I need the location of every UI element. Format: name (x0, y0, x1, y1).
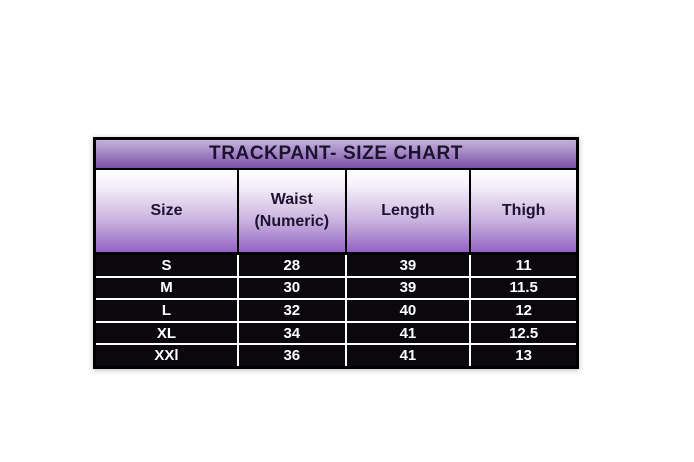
cell-waist: 36 (239, 345, 347, 366)
column-header-size: Size (96, 170, 240, 252)
cell-size: L (96, 300, 240, 321)
table-row: XXl 36 41 13 (96, 343, 576, 366)
column-header-thigh: Thigh (471, 170, 576, 252)
cell-waist: 30 (239, 277, 347, 299)
cell-waist: 32 (239, 300, 347, 321)
cell-thigh: 13 (471, 345, 576, 366)
column-header-waist: Waist (Numeric) (239, 170, 347, 252)
cell-length: 39 (346, 255, 472, 276)
table-row: M 30 39 11.5 (96, 275, 576, 299)
cell-size: XL (96, 322, 240, 344)
column-header-waist-line2: (Numeric) (254, 213, 330, 230)
table-title: TRACKPANT- SIZE CHART (96, 140, 576, 170)
cell-thigh: 11.5 (471, 277, 576, 299)
cell-waist: 28 (239, 255, 347, 276)
cell-size: M (96, 277, 240, 299)
cell-length: 41 (346, 322, 472, 344)
cell-length: 40 (346, 300, 472, 321)
cell-thigh: 12.5 (471, 322, 576, 344)
column-header-thigh-label: Thigh (501, 202, 546, 220)
column-header-size-label: Size (150, 202, 183, 220)
column-header-waist-line1: Waist (270, 191, 313, 209)
cell-thigh: 12 (471, 300, 576, 321)
cell-length: 39 (346, 277, 472, 299)
column-header-length: Length (347, 170, 472, 252)
cell-thigh: 11 (471, 255, 576, 276)
cell-size: S (96, 255, 240, 276)
table-header-row: Size Waist (Numeric) Length Thigh (96, 170, 576, 255)
table-body: S 28 39 11 M 30 39 11.5 L 32 40 12 XL 34… (96, 255, 576, 366)
cell-size: XXl (96, 345, 240, 366)
cell-length: 41 (346, 345, 472, 366)
size-chart-table: TRACKPANT- SIZE CHART Size Waist (Numeri… (93, 137, 579, 369)
table-row: L 32 40 12 (96, 298, 576, 321)
column-header-length-label: Length (381, 202, 435, 220)
table-row: XL 34 41 12.5 (96, 320, 576, 344)
table-row: S 28 39 11 (96, 255, 576, 276)
cell-waist: 34 (239, 322, 347, 344)
